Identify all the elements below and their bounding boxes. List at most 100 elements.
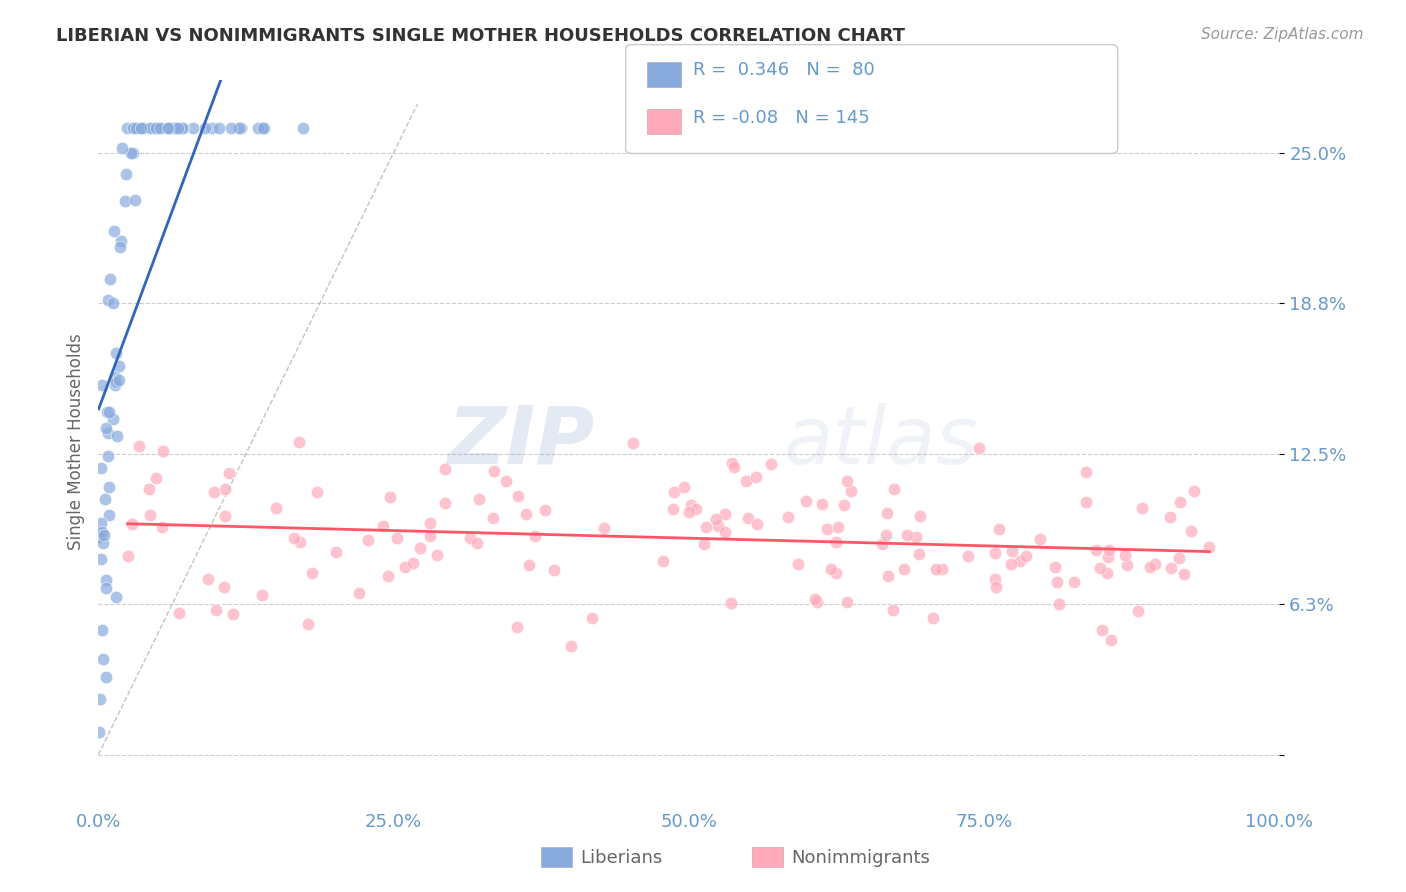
Point	[704, 511, 727, 525]
Point	[117, 549, 139, 563]
Point	[827, 520, 849, 534]
Point	[157, 121, 180, 136]
Point	[984, 546, 1007, 560]
Point	[222, 607, 245, 621]
Point	[204, 602, 226, 616]
Point	[90, 551, 112, 566]
Point	[97, 425, 120, 440]
Point	[1170, 495, 1192, 509]
Point	[806, 595, 828, 609]
Point	[921, 611, 943, 625]
Text: atlas: atlas	[783, 402, 979, 481]
Point	[693, 537, 716, 551]
Point	[794, 493, 817, 508]
Point	[371, 519, 394, 533]
Point	[1047, 597, 1070, 611]
Point	[786, 557, 808, 571]
Point	[893, 562, 915, 576]
Point	[967, 441, 990, 455]
Point	[1001, 543, 1024, 558]
Point	[1180, 524, 1202, 538]
Point	[97, 508, 120, 523]
Point	[131, 121, 153, 136]
Point	[543, 563, 565, 577]
Point	[131, 121, 153, 136]
Point	[132, 121, 155, 136]
Point	[131, 121, 153, 136]
Point	[167, 121, 190, 136]
Point	[987, 522, 1010, 536]
Point	[104, 378, 127, 392]
Point	[984, 580, 1007, 594]
Point	[90, 524, 112, 539]
Point	[160, 121, 183, 136]
Point	[97, 404, 120, 418]
Point	[623, 435, 645, 450]
Point	[172, 121, 194, 136]
Point	[347, 586, 370, 600]
Point	[426, 548, 449, 562]
Point	[385, 531, 408, 545]
Point	[593, 521, 616, 535]
Point	[882, 603, 904, 617]
Point	[747, 516, 769, 531]
Point	[904, 530, 927, 544]
Point	[145, 121, 167, 136]
Point	[163, 121, 186, 136]
Point	[820, 562, 842, 576]
Point	[804, 591, 827, 606]
Point	[1160, 561, 1182, 575]
Point	[908, 509, 931, 524]
Point	[194, 121, 217, 136]
Point	[402, 556, 425, 570]
Point	[506, 489, 529, 503]
Point	[114, 194, 136, 208]
Point	[108, 372, 131, 386]
Point	[98, 272, 121, 286]
Point	[506, 620, 529, 634]
Point	[984, 572, 1007, 586]
Point	[170, 121, 193, 136]
Point	[924, 562, 946, 576]
Point	[110, 235, 132, 249]
Point	[1159, 510, 1181, 524]
Point	[434, 496, 457, 510]
Point	[128, 439, 150, 453]
Point	[219, 121, 242, 136]
Point	[1198, 540, 1220, 554]
Point	[149, 121, 172, 136]
Point	[166, 121, 188, 136]
Point	[145, 470, 167, 484]
Point	[96, 405, 118, 419]
Point	[229, 121, 252, 136]
Point	[91, 378, 114, 392]
Point	[150, 520, 173, 534]
Point	[253, 121, 276, 136]
Point	[876, 506, 898, 520]
Point	[1143, 558, 1166, 572]
Point	[91, 623, 114, 637]
Point	[707, 518, 730, 533]
Point	[157, 121, 180, 136]
Point	[152, 444, 174, 458]
Point	[94, 670, 117, 684]
Point	[737, 510, 759, 524]
Y-axis label: Single Mother Households: Single Mother Households	[66, 334, 84, 549]
Text: LIBERIAN VS NONIMMIGRANTS SINGLE MOTHER HOUSEHOLDS CORRELATION CHART: LIBERIAN VS NONIMMIGRANTS SINGLE MOTHER …	[56, 27, 905, 45]
Point	[678, 505, 700, 519]
Point	[125, 121, 148, 136]
Point	[815, 522, 838, 536]
Text: R =  0.346   N =  80: R = 0.346 N = 80	[693, 62, 875, 79]
Point	[214, 581, 236, 595]
Point	[1063, 574, 1085, 589]
Point	[458, 531, 481, 545]
Point	[465, 536, 488, 550]
Point	[91, 536, 114, 550]
Point	[264, 501, 287, 516]
Point	[825, 535, 848, 549]
Point	[97, 449, 120, 463]
Point	[183, 121, 205, 136]
Point	[714, 525, 737, 540]
Point	[218, 466, 240, 480]
Point	[1097, 550, 1119, 565]
